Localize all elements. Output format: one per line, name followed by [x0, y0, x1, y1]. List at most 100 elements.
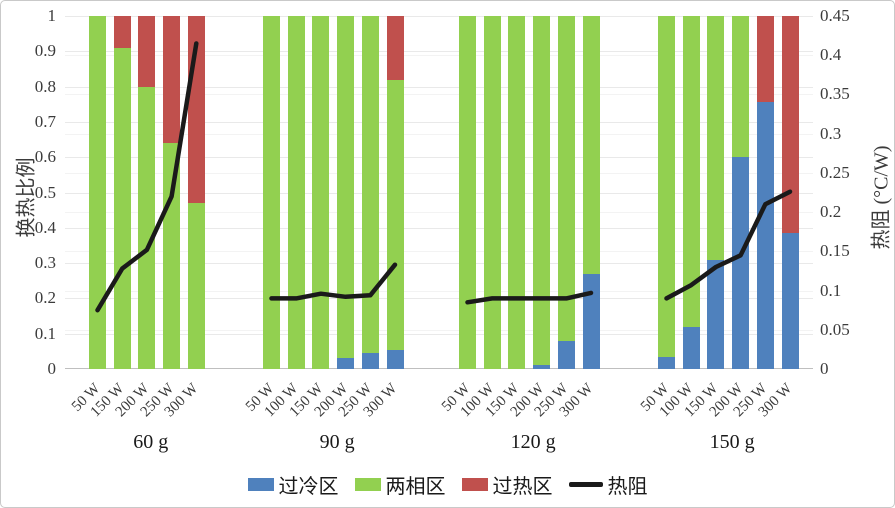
resistance-line-layer [95, 41, 793, 313]
bar-segment-two_phase [483, 16, 501, 369]
legend: 过冷区 两相区 过热区 热阻 [1, 470, 894, 499]
legend-label: 过冷区 [278, 476, 339, 498]
group-label: 60 g [133, 431, 169, 453]
left-tick-label: 0.3 [34, 253, 56, 273]
gridline [65, 172, 813, 174]
bar-segment-subcooled [337, 358, 355, 369]
bar-segment-subcooled [582, 273, 600, 369]
gridline [65, 94, 813, 96]
right-tick-label: 0.25 [820, 162, 850, 182]
resistance-line [465, 290, 594, 305]
bar-segment-superheat [163, 16, 181, 144]
bar-segment-superheat [386, 16, 404, 80]
bar-segment-two_phase [557, 16, 575, 341]
left-tick-label: 0.6 [34, 147, 56, 167]
right-tick-label: 0.2 [820, 202, 842, 222]
bar-segment-subcooled [658, 356, 675, 369]
plot-area [65, 16, 813, 369]
bar-segment-subcooled [533, 365, 551, 369]
bar-segment-two_phase [386, 79, 404, 350]
gridline [65, 329, 813, 331]
right-tick-label: 0.4 [820, 45, 842, 65]
bar-segment-two_phase [459, 16, 476, 369]
left-tick-label: 0.8 [34, 76, 56, 96]
legend-label: 过热区 [492, 476, 553, 498]
legend-color-box [354, 478, 381, 491]
gridline [65, 55, 813, 57]
gridline [65, 16, 813, 17]
left-tick-label: 1 [47, 6, 57, 25]
bar-segment-superheat [756, 16, 774, 103]
legend-item: 过热区 [461, 470, 553, 499]
left-tick-label: 0.1 [34, 323, 56, 343]
left-tick-label: 0.4 [34, 217, 56, 237]
right-tick-label: 0.15 [820, 241, 850, 261]
gridline [65, 212, 813, 214]
bar-segment-subcooled [756, 102, 774, 369]
left-tick-label: 0.2 [34, 288, 56, 308]
bar-segment-two_phase [337, 16, 355, 359]
gridline [65, 192, 813, 194]
bar-segment-two_phase [682, 16, 700, 327]
x-axis-line [65, 368, 813, 369]
gridline [65, 298, 813, 300]
bar-segment-subcooled [361, 353, 379, 369]
bar-segment-two_phase [707, 16, 725, 260]
bar-segment-subcooled [557, 340, 575, 369]
bar-segment-two_phase [287, 16, 305, 369]
right-tick-label: 0 [820, 359, 829, 378]
left-tick-label: 0.5 [34, 182, 56, 202]
resistance-line [269, 262, 398, 301]
legend-item: 过冷区 [247, 470, 339, 499]
bar-segment-two_phase [163, 143, 181, 369]
gridline [65, 251, 813, 253]
gridline [65, 121, 813, 123]
bar-segment-subcooled [682, 326, 700, 369]
gridline [65, 133, 813, 135]
group-label: 90 g [319, 431, 355, 453]
bar-segment-subcooled [386, 349, 404, 369]
right-tick-label: 0.3 [820, 123, 842, 143]
legend-item: 两相区 [354, 470, 446, 499]
legend-line-marker [568, 482, 603, 487]
right-tick-label: 0.1 [820, 280, 842, 300]
group-label: 120 g [510, 431, 556, 453]
gridline [65, 157, 813, 159]
bar-segment-two_phase [658, 16, 675, 357]
bar-segment-two_phase [508, 16, 526, 369]
gridline [65, 227, 813, 229]
gridline [65, 51, 813, 53]
legend-color-box [247, 478, 274, 491]
right-tick-label: 0.05 [820, 319, 850, 339]
bar-segment-two_phase [361, 16, 379, 354]
bar-segment-superheat [113, 16, 131, 48]
resistance-line [664, 189, 793, 301]
gridline [65, 263, 813, 265]
left-tick-label: 0.9 [34, 41, 56, 61]
bar-segment-superheat [781, 16, 799, 234]
gridline [65, 333, 813, 335]
left-tick-label: 0.7 [34, 111, 56, 131]
bar-segment-two_phase [113, 47, 131, 369]
legend-label: 两相区 [385, 476, 446, 498]
legend-color-box [461, 478, 488, 491]
bar-segment-two_phase [533, 16, 551, 366]
left-tick-label: 0 [47, 359, 57, 378]
legend-item: 热阻 [568, 470, 648, 499]
bar-segment-two_phase [263, 16, 280, 369]
bar-segment-two_phase [138, 86, 156, 369]
bar-segment-subcooled [707, 259, 725, 369]
legend-label: 热阻 [607, 476, 648, 498]
bar-segment-subcooled [732, 157, 750, 369]
bar-segment-two_phase [582, 16, 600, 274]
group-label: 150 g [709, 431, 755, 453]
resistance-line [95, 41, 199, 313]
right-tick-label: 0.45 [820, 6, 850, 25]
bar-segment-two_phase [312, 16, 330, 369]
bar-segment-two_phase [187, 203, 205, 369]
right-tick-label: 0.35 [820, 84, 850, 104]
bar-segment-two_phase [732, 16, 750, 158]
bar-segment-subcooled [781, 233, 799, 369]
gridline [65, 290, 813, 292]
bar-segment-two_phase [89, 16, 106, 369]
